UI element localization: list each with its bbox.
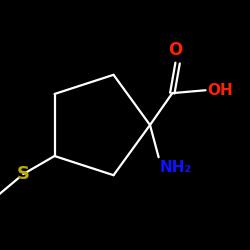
Text: NH₂: NH₂ <box>160 160 192 175</box>
Text: OH: OH <box>207 83 233 98</box>
Text: S: S <box>17 165 30 183</box>
Text: O: O <box>168 41 182 59</box>
